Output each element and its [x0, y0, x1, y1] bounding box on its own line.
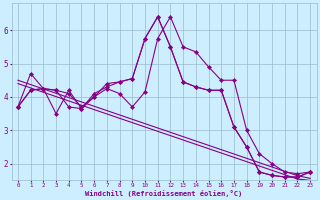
X-axis label: Windchill (Refroidissement éolien,°C): Windchill (Refroidissement éolien,°C): [85, 190, 243, 197]
